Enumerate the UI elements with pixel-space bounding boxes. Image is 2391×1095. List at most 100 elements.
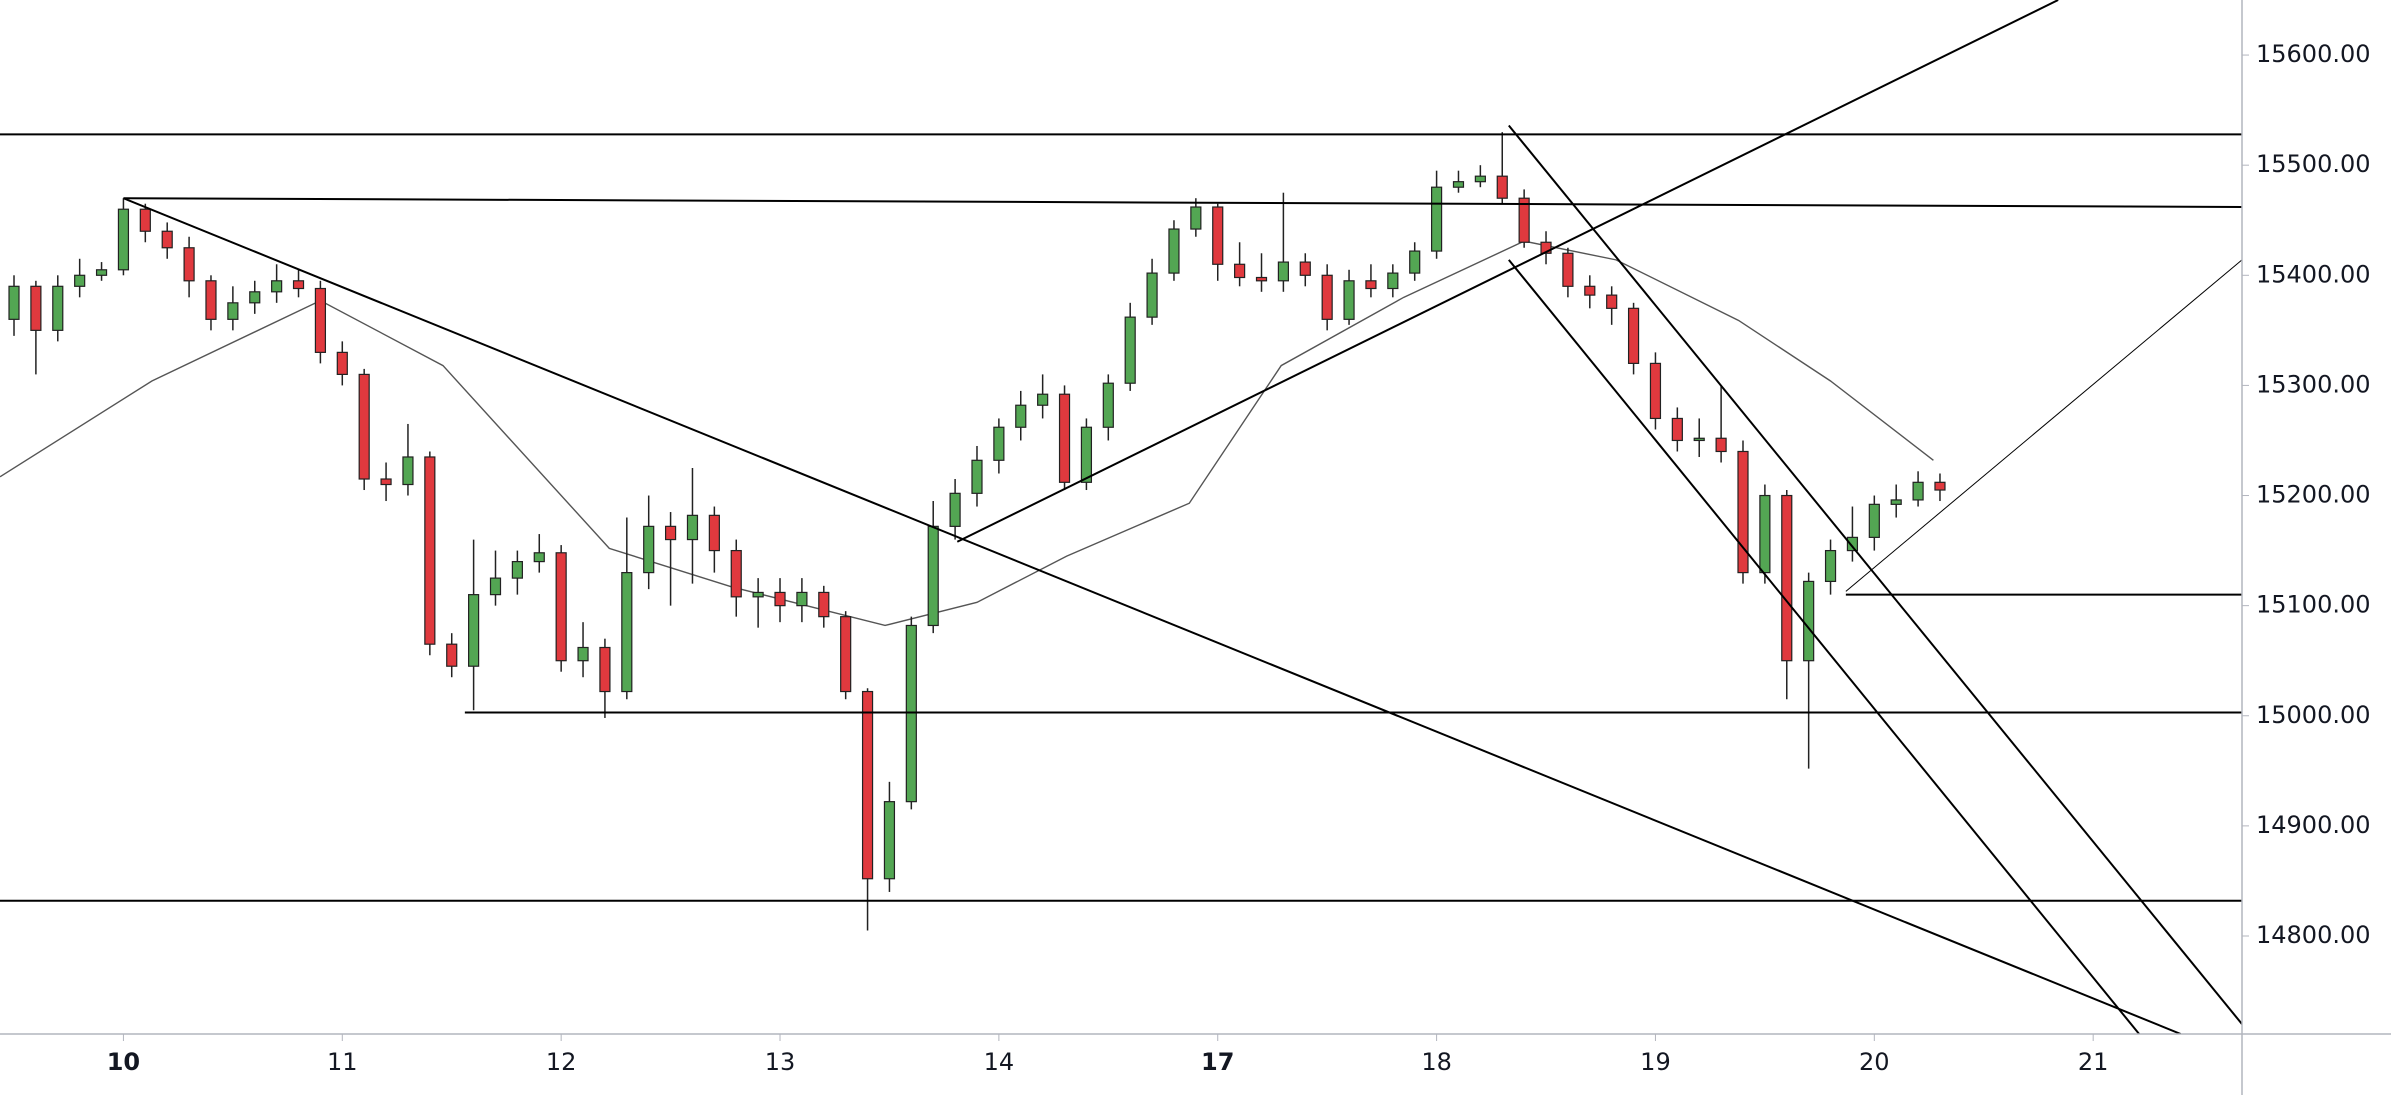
- candle-body: [818, 591, 830, 618]
- x-tick-label: 12: [546, 1048, 577, 1076]
- candle-body: [1606, 294, 1618, 309]
- x-tick-label: 17: [1201, 1048, 1234, 1076]
- candle-body: [1627, 307, 1640, 364]
- candle-body: [1058, 393, 1071, 483]
- candle-body: [1671, 417, 1683, 442]
- candle-body: [752, 591, 764, 598]
- candle-body: [8, 285, 20, 320]
- candle-body: [1212, 206, 1224, 265]
- candle-body: [139, 208, 151, 232]
- candle-body: [1890, 499, 1902, 505]
- candle-body: [927, 525, 939, 627]
- candle-body: [1803, 580, 1815, 662]
- candle-body: [1781, 494, 1793, 662]
- candle-body: [1387, 272, 1399, 290]
- candle-body: [577, 646, 589, 662]
- candle-body: [52, 285, 64, 331]
- candle-body: [1190, 206, 1202, 230]
- candle-body: [446, 643, 458, 667]
- candle-body: [380, 478, 392, 486]
- candle-body: [1299, 261, 1311, 276]
- candle-body: [861, 690, 874, 880]
- candle-body: [1912, 481, 1924, 501]
- candle-body: [1146, 272, 1158, 318]
- candle-body: [1234, 263, 1246, 279]
- candle-body: [708, 514, 720, 552]
- candle-body: [1846, 536, 1859, 552]
- candle-body: [905, 624, 917, 803]
- candle-body: [1409, 250, 1421, 274]
- candle-body: [555, 552, 567, 662]
- candle-body: [336, 351, 348, 375]
- candle-body: [686, 514, 699, 541]
- candle-body: [271, 280, 283, 293]
- candle-body: [840, 616, 852, 693]
- y-tick-label: 15100.00: [2256, 591, 2371, 619]
- candle-body: [314, 287, 327, 353]
- candle-body: [402, 456, 414, 486]
- candle-body: [1934, 481, 1946, 491]
- candle-body: [249, 291, 261, 304]
- x-tick-label: 14: [984, 1048, 1015, 1076]
- candle-body: [1452, 181, 1465, 188]
- candle-body: [1474, 175, 1486, 183]
- y-tick-label: 14900.00: [2256, 811, 2371, 839]
- candle-body: [1868, 503, 1880, 538]
- trend-line: [123, 197, 2242, 209]
- candle-body: [533, 552, 545, 563]
- candle-body: [1430, 186, 1443, 252]
- y-tick-label: 15000.00: [2256, 701, 2371, 729]
- candle-body: [1584, 285, 1596, 296]
- candle-body: [1715, 437, 1727, 453]
- candle-body: [30, 285, 42, 331]
- candle-body: [1102, 382, 1114, 428]
- candle-body: [74, 274, 86, 287]
- candle-body: [1540, 241, 1552, 254]
- candle-body: [1343, 280, 1355, 320]
- candle-body: [227, 302, 239, 320]
- candle-body: [993, 426, 1005, 461]
- candle-body: [1759, 494, 1771, 574]
- candle-body: [468, 594, 480, 667]
- x-tick-label: 11: [327, 1048, 358, 1076]
- moving-average: [0, 240, 1934, 627]
- candle-body: [292, 280, 305, 290]
- x-tick-label: 20: [1859, 1048, 1890, 1076]
- candle-body: [1255, 276, 1268, 282]
- trend-line: [956, 0, 2059, 543]
- candle-body: [1693, 437, 1705, 442]
- candle-body: [971, 459, 983, 494]
- candle-body: [1168, 228, 1180, 274]
- plot-area: [0, 0, 2242, 1034]
- candle-body: [643, 525, 655, 574]
- candle-body: [621, 572, 633, 693]
- y-tick-label: 15500.00: [2256, 150, 2371, 178]
- candle-body: [1015, 404, 1027, 428]
- x-tick-label: 13: [765, 1048, 796, 1076]
- candle-body: [774, 591, 786, 607]
- candle-body: [730, 549, 742, 598]
- x-tick-label: 18: [1421, 1048, 1452, 1076]
- candle-body: [664, 525, 677, 541]
- x-tick-label: 10: [107, 1048, 140, 1076]
- candle-body: [1518, 197, 1530, 243]
- trend-line: [1845, 259, 2242, 592]
- trend-line: [1508, 259, 2140, 1034]
- y-tick-label: 15400.00: [2256, 260, 2371, 288]
- x-tick-label: 19: [1640, 1048, 1671, 1076]
- x-tick-label: 21: [2078, 1048, 2109, 1076]
- y-tick-label: 15600.00: [2256, 40, 2371, 68]
- candle-body: [1562, 252, 1574, 287]
- candle-body: [883, 801, 896, 880]
- candle-body: [1277, 261, 1289, 282]
- candle-body: [1365, 280, 1377, 290]
- candle-body: [1080, 426, 1093, 483]
- candle-body: [599, 646, 611, 693]
- candle-body: [183, 247, 195, 282]
- trend-line: [123, 197, 2182, 1034]
- candle-body: [949, 492, 961, 527]
- candle-body: [1496, 175, 1508, 199]
